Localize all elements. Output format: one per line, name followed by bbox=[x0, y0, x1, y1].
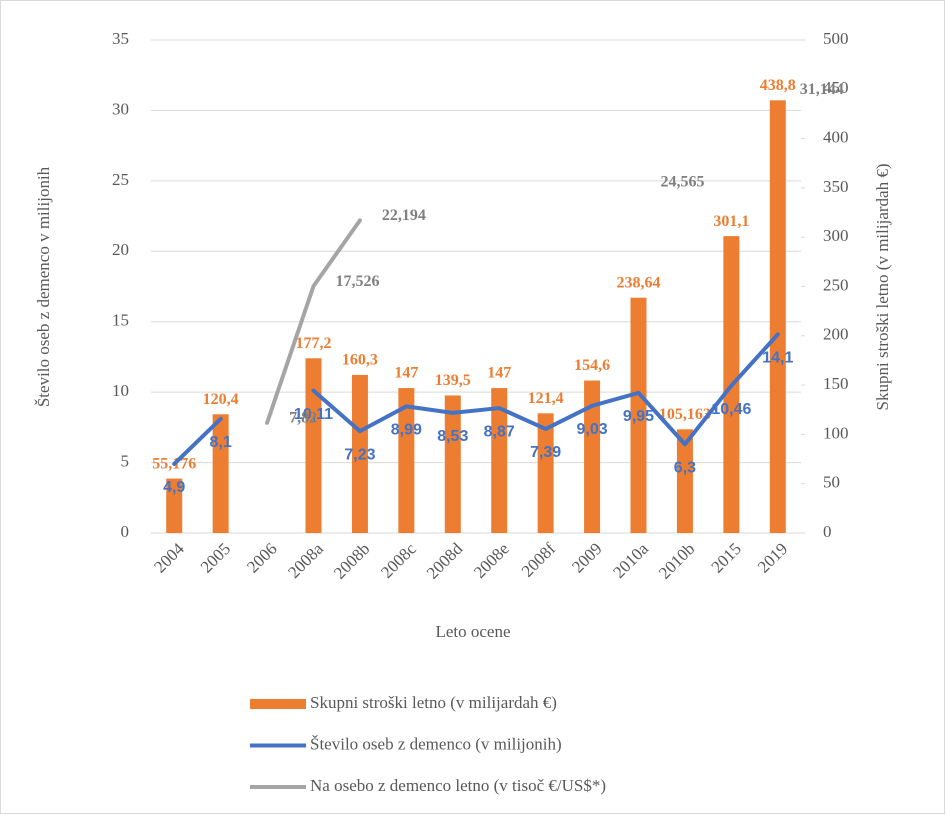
y2-tick-label: 0 bbox=[823, 522, 832, 541]
y2-axis-title: Skupni stroški letno (v milijardah €) bbox=[873, 164, 892, 411]
y2-tick-label: 200 bbox=[823, 325, 849, 344]
line bbox=[311, 332, 780, 447]
y2-tick-label: 250 bbox=[823, 275, 849, 294]
line-value-label: 8,1 bbox=[210, 434, 232, 451]
bar bbox=[630, 297, 647, 533]
y2-tick-label: 350 bbox=[823, 177, 849, 196]
line-value-label: 22,194 bbox=[382, 207, 426, 224]
line-value-label: 7,82 bbox=[289, 410, 317, 427]
line bbox=[172, 416, 223, 466]
legend-label: Na osebo z demenco letno (v tisoč €/US$*… bbox=[310, 776, 606, 795]
y-tick-label: 5 bbox=[121, 451, 130, 470]
bar-value-label: 147 bbox=[487, 365, 511, 382]
legend-label: Število oseb z demenco (v milijonih) bbox=[310, 734, 562, 753]
y2-tick-label: 50 bbox=[823, 473, 840, 492]
bar bbox=[305, 358, 322, 533]
bar bbox=[769, 100, 786, 533]
line bbox=[265, 218, 362, 425]
line-value-label: 6,3 bbox=[674, 459, 696, 476]
y2-tick-label: 100 bbox=[823, 423, 849, 442]
line-value-label: 14,1 bbox=[762, 350, 793, 367]
y-tick-label: 25 bbox=[112, 170, 129, 189]
bar-value-label: 120,4 bbox=[203, 391, 239, 408]
bar-value-label: 160,3 bbox=[342, 352, 378, 369]
line-value-label: 8,99 bbox=[391, 422, 422, 439]
bar-value-label: 177,2 bbox=[296, 335, 332, 352]
bar bbox=[398, 388, 415, 533]
bar-value-label: 154,6 bbox=[574, 357, 610, 374]
y-tick-label: 0 bbox=[121, 522, 130, 541]
line-value-label: 31,144 bbox=[800, 81, 844, 98]
y2-tick-label: 400 bbox=[823, 128, 849, 147]
y-axis-title: Število oseb z demenco v milijonih bbox=[34, 166, 53, 407]
bar-value-label: 301,1 bbox=[713, 213, 749, 230]
line-value-label: 17,526 bbox=[336, 273, 380, 290]
bar bbox=[212, 414, 229, 533]
line-value-label: 10,11 bbox=[294, 406, 333, 423]
line-value-label: 9,03 bbox=[577, 421, 608, 438]
bar-value-label: 121,4 bbox=[528, 390, 564, 407]
bar bbox=[351, 374, 368, 533]
bar-value-label: 438,8 bbox=[760, 77, 796, 94]
line-value-label: 7,23 bbox=[344, 446, 375, 463]
y-tick-label: 15 bbox=[112, 311, 129, 330]
legend-label: Skupni stroški letno (v milijardah €) bbox=[310, 693, 557, 712]
legend-swatch bbox=[250, 699, 306, 709]
y-tick-label: 30 bbox=[112, 99, 129, 118]
y2-tick-label: 450 bbox=[823, 78, 849, 97]
bar bbox=[537, 413, 554, 533]
bar-value-label: 238,64 bbox=[617, 274, 661, 291]
line-value-label: 4,9 bbox=[163, 479, 185, 496]
line-value-label: 9,95 bbox=[623, 408, 654, 425]
y-tick-label: 20 bbox=[112, 240, 129, 259]
bar bbox=[166, 478, 183, 533]
bar-value-label: 139,5 bbox=[435, 372, 471, 389]
bar bbox=[444, 395, 461, 533]
y2-tick-label: 500 bbox=[823, 29, 849, 48]
line-value-label: 10,46 bbox=[711, 401, 751, 418]
x-axis-title: Leto ocene bbox=[435, 622, 510, 641]
line-value-label: 8,87 bbox=[484, 423, 515, 440]
line-value-label: 7,39 bbox=[530, 444, 561, 461]
y-tick-label: 10 bbox=[112, 381, 129, 400]
line-value-label: 8,53 bbox=[437, 428, 468, 445]
bar bbox=[584, 380, 601, 533]
y2-tick-label: 300 bbox=[823, 226, 849, 245]
bar-value-label: 147 bbox=[394, 365, 418, 382]
bar-value-label: 105,163 bbox=[659, 406, 711, 423]
y-tick-label: 35 bbox=[112, 29, 129, 48]
bar bbox=[491, 388, 508, 533]
bar bbox=[676, 429, 693, 533]
y2-tick-label: 150 bbox=[823, 374, 849, 393]
line-value-label: 24,565 bbox=[661, 174, 705, 191]
